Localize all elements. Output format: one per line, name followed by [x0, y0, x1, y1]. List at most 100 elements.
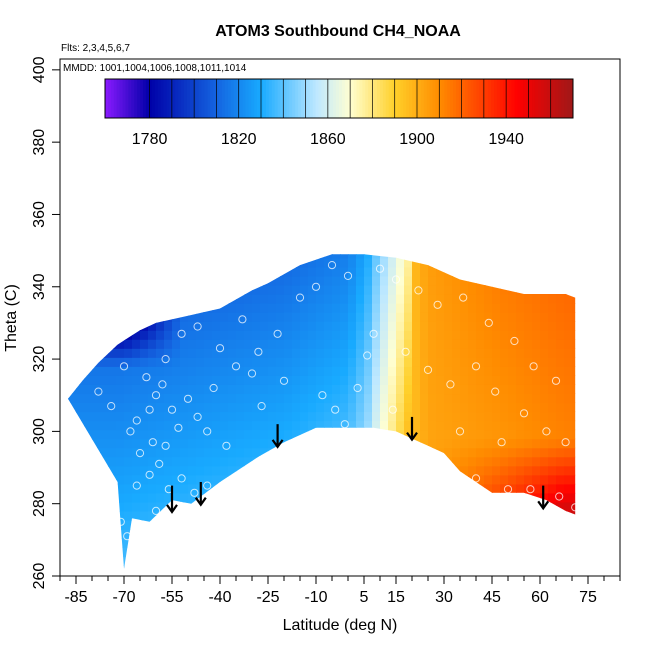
field-cell	[380, 402, 389, 413]
field-cell	[164, 547, 173, 557]
field-cell	[324, 547, 333, 557]
field-cell	[132, 492, 141, 503]
field-cell	[540, 556, 549, 566]
field-cell	[276, 366, 285, 376]
field-cell	[500, 375, 509, 385]
field-cell	[364, 330, 373, 340]
field-cell	[148, 366, 157, 376]
field-cell	[132, 474, 141, 485]
field-cell	[532, 357, 541, 367]
field-cell	[196, 266, 205, 277]
colorbar-swatch	[546, 79, 551, 118]
field-cell	[348, 284, 357, 295]
field-cell	[516, 547, 525, 557]
field-cell	[140, 483, 149, 494]
colorbar-frame	[104, 78, 574, 119]
field-cell	[204, 312, 213, 322]
field-cell	[164, 393, 173, 404]
field-cell	[436, 393, 445, 404]
field-cell	[396, 375, 405, 385]
field-cell	[412, 254, 421, 259]
field-cell	[508, 465, 517, 476]
field-cell	[468, 402, 477, 413]
field-cell	[188, 519, 197, 530]
field-cell	[156, 456, 165, 467]
field-cell	[148, 240, 157, 250]
field-cell	[436, 275, 445, 286]
colorbar-swatch	[119, 79, 124, 118]
field-cell	[132, 402, 141, 413]
field-cell	[260, 529, 269, 539]
field-cell	[356, 456, 365, 467]
field-cell	[348, 393, 357, 404]
field-cell	[412, 393, 421, 404]
field-cell	[324, 465, 333, 476]
field-cell	[156, 465, 165, 476]
field-cell	[388, 474, 397, 485]
field-cell	[244, 519, 253, 530]
field-cell	[244, 429, 253, 440]
field-cell	[356, 465, 365, 476]
field-cell	[92, 529, 101, 539]
colorbar-swatch	[189, 79, 194, 118]
field-cell	[140, 529, 149, 539]
field-cell	[316, 254, 325, 259]
field-cell	[396, 257, 405, 268]
field-cell	[196, 366, 205, 376]
field-cell	[84, 547, 93, 557]
field-cell	[540, 402, 549, 413]
field-cell	[300, 492, 309, 503]
field-cell	[580, 565, 589, 575]
observation-point	[190, 488, 199, 497]
field-cell	[436, 438, 445, 449]
field-cell	[316, 438, 325, 449]
field-cell	[172, 483, 181, 494]
field-cell	[404, 547, 413, 557]
field-cell	[420, 348, 429, 358]
field-cell	[444, 474, 453, 485]
field-cell	[364, 257, 373, 268]
field-cell	[124, 294, 133, 304]
field-cell	[348, 492, 357, 503]
field-cell	[580, 448, 589, 458]
field-cell	[420, 294, 429, 304]
field-cell	[508, 483, 517, 494]
field-cell	[428, 266, 437, 277]
field-cell	[580, 375, 589, 385]
field-cell	[204, 420, 213, 431]
field-cell	[356, 257, 365, 268]
field-cell	[300, 357, 309, 367]
field-cell	[116, 565, 125, 569]
field-cell	[68, 474, 69, 485]
field-cell	[452, 565, 461, 569]
field-cell	[124, 501, 133, 512]
field-cell	[244, 275, 253, 286]
field-cell	[572, 483, 576, 494]
field-cell	[468, 510, 477, 521]
y-tick-label: 280	[31, 490, 48, 517]
field-cell	[228, 483, 237, 494]
field-cell	[412, 510, 421, 521]
field-cell	[420, 492, 429, 503]
field-cell	[316, 492, 325, 503]
field-cell	[324, 483, 333, 494]
field-cell	[132, 501, 141, 512]
field-cell	[284, 456, 293, 467]
field-cell	[228, 284, 237, 295]
field-cell	[348, 375, 357, 385]
observation-point	[174, 423, 183, 432]
colorbar-swatch	[257, 79, 261, 118]
field-cell	[308, 519, 317, 530]
field-cell	[236, 456, 245, 467]
field-cell	[100, 339, 109, 349]
field-cell	[252, 284, 261, 295]
field-cell	[564, 348, 573, 358]
field-cell	[380, 565, 389, 569]
field-cell	[444, 294, 453, 304]
field-cell	[436, 510, 445, 521]
field-cell	[572, 294, 576, 304]
field-cell	[468, 254, 477, 259]
field-cell	[84, 384, 93, 395]
field-cell	[340, 529, 349, 539]
field-cell	[132, 438, 141, 449]
